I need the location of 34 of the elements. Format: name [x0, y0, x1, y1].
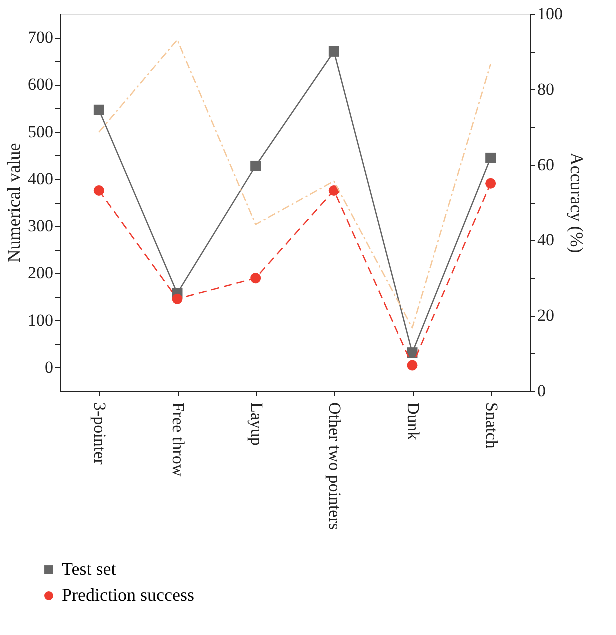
- point: [328, 185, 340, 196]
- point: [172, 294, 183, 304]
- x-tick-label: Layup: [247, 402, 266, 446]
- y-tick-label: 100: [28, 310, 54, 330]
- legend-label: Prediction success: [62, 585, 194, 605]
- point: [94, 185, 104, 196]
- point: [94, 104, 104, 116]
- y-tick-label: 400: [28, 169, 54, 188]
- x-tick-label: Other two pointers: [326, 402, 345, 530]
- y-tick-label: 300: [28, 216, 54, 236]
- y2-tick-label: 60: [538, 155, 554, 174]
- x-tick-label: Free throw: [169, 402, 188, 478]
- x-tick-label: Dunk: [404, 402, 423, 441]
- y-tick-label: 600: [28, 75, 54, 94]
- y2-axis-title: Accuracy (%): [567, 152, 587, 254]
- y-tick-label: 700: [28, 28, 54, 48]
- point: [250, 273, 262, 284]
- x-tick-label: 3-pointer: [90, 402, 110, 466]
- y-tick-label: 200: [28, 264, 54, 283]
- y2-tick-label: 20: [538, 306, 554, 326]
- y2-tick-label: 100: [538, 4, 563, 24]
- point: [407, 360, 418, 371]
- point: [250, 160, 262, 172]
- y-axis-title: Numerical value: [4, 143, 24, 263]
- y-tick-label: 0: [45, 358, 54, 377]
- y2-tick-label: 80: [538, 80, 554, 99]
- point: [486, 178, 496, 189]
- y-tick-label: 500: [28, 122, 54, 142]
- y2-tick-label: 40: [538, 230, 554, 250]
- point: [328, 46, 340, 57]
- point: [486, 152, 496, 164]
- legend-label: Test set: [62, 559, 116, 579]
- y2-tick-label: 0: [538, 382, 546, 400]
- x-tick-label: Snatch: [482, 402, 502, 450]
